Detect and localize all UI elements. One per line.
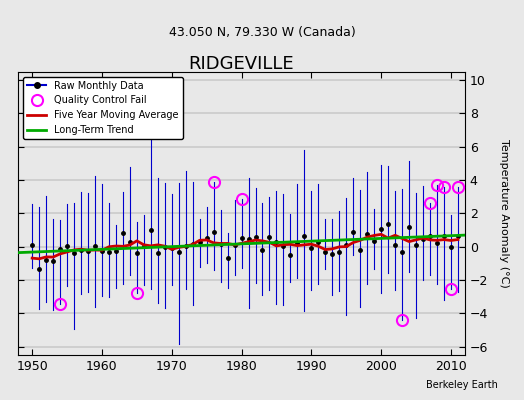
Text: 43.050 N, 79.330 W (Canada): 43.050 N, 79.330 W (Canada) [169, 26, 355, 39]
Text: Berkeley Earth: Berkeley Earth [426, 380, 498, 390]
Title: RIDGEVILLE: RIDGEVILLE [189, 55, 294, 73]
Y-axis label: Temperature Anomaly (°C): Temperature Anomaly (°C) [499, 139, 509, 288]
Legend: Raw Monthly Data, Quality Control Fail, Five Year Moving Average, Long-Term Tren: Raw Monthly Data, Quality Control Fail, … [23, 77, 182, 139]
